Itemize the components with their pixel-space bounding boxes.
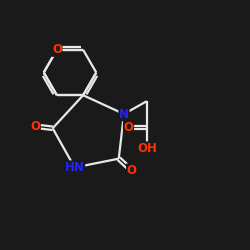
- Text: O: O: [30, 120, 40, 133]
- Text: O: O: [126, 164, 136, 177]
- Text: O: O: [52, 43, 62, 56]
- Text: O: O: [124, 121, 134, 134]
- Text: OH: OH: [137, 142, 157, 155]
- Text: N: N: [119, 108, 129, 120]
- Text: HN: HN: [65, 161, 84, 174]
